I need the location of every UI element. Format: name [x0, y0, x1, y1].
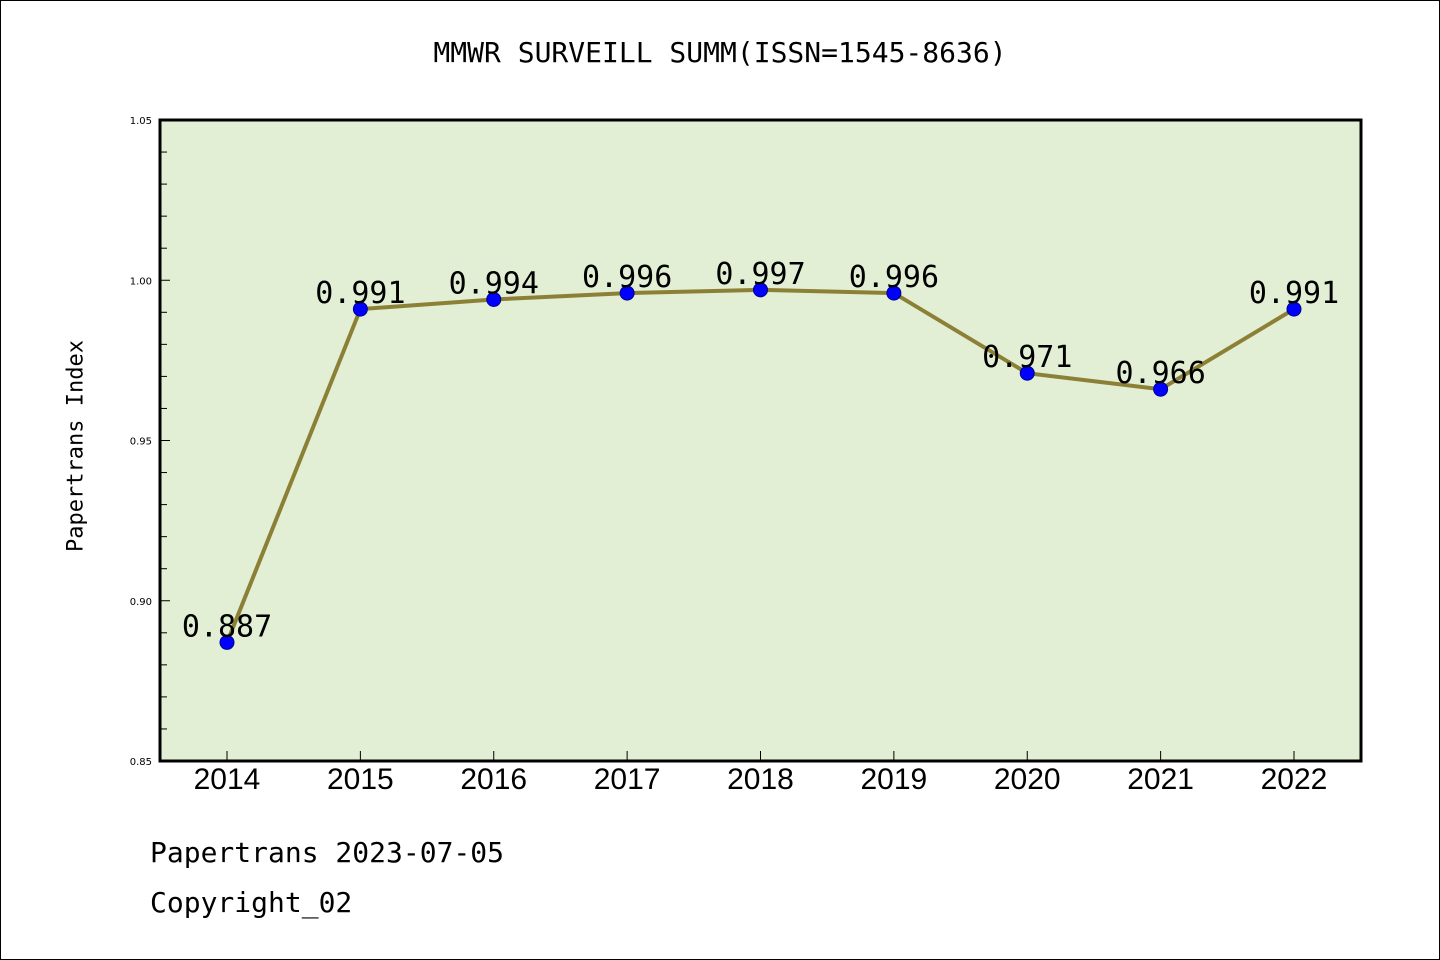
x-axis: 2014 2015 2016 2017 2018 2019 2020 2021 2022 [194, 751, 1328, 796]
x-tick-label: 2021 [1127, 763, 1194, 796]
data-label: 0.966 [1115, 356, 1205, 391]
x-tick-label: 2022 [1261, 763, 1328, 796]
y-tick-label: 1.05 [130, 116, 152, 127]
x-tick-label: 2014 [194, 763, 261, 796]
data-point [219, 634, 235, 650]
footer-source: Papertrans 2023-07-05 [150, 836, 505, 869]
y-tick-label: 0.95 [130, 437, 152, 448]
data-point [886, 285, 902, 301]
data-point [486, 291, 502, 307]
data-label: 0.994 [449, 266, 539, 301]
x-tick-label: 2020 [994, 763, 1061, 796]
y-tick-label: 0.85 [130, 757, 152, 768]
x-tick-label: 2018 [727, 763, 794, 796]
x-tick-label: 2015 [327, 763, 394, 796]
data-label: 0.971 [982, 340, 1072, 375]
data-labels: 0.887 0.991 0.994 0.996 0.997 0.996 0.971 0.966… [182, 257, 1339, 645]
data-label: 0.997 [715, 257, 805, 292]
y-axis: 0.85 0.90 0.95 1.00 1.05 [130, 116, 170, 768]
data-label: 0.991 [1249, 276, 1339, 311]
y-tick-label: 1.00 [130, 276, 152, 287]
data-point [619, 285, 635, 301]
x-tick-label: 2019 [861, 763, 928, 796]
data-label: 0.991 [315, 276, 405, 311]
data-point [753, 282, 768, 298]
data-label: 0.996 [582, 260, 672, 295]
chart-title: MMWR SURVEILL SUMM(ISSN=1545-8636) [433, 36, 1007, 69]
footer-copyright: Copyright_02 [150, 886, 353, 919]
x-tick-label: 2016 [460, 763, 527, 796]
y-tick-label: 0.90 [130, 597, 152, 608]
data-label: 0.996 [849, 260, 939, 295]
data-markers [219, 282, 1302, 650]
plot-area [158, 118, 1363, 763]
data-label: 0.887 [182, 609, 272, 644]
data-point [1286, 301, 1302, 317]
data-point [1019, 365, 1035, 381]
x-tick-label: 2017 [594, 763, 661, 796]
data-point [352, 301, 368, 317]
data-point [1153, 381, 1169, 397]
